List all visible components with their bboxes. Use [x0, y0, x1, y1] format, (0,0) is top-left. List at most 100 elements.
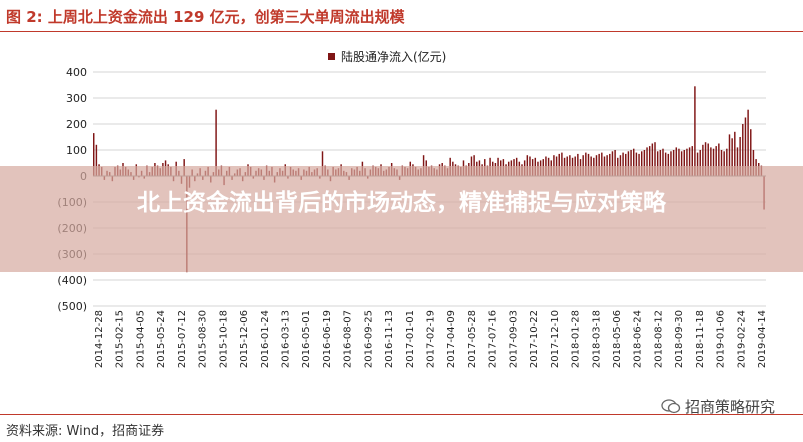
bar — [640, 151, 643, 176]
bar — [670, 151, 672, 176]
bar — [553, 155, 555, 176]
wechat-icon — [661, 399, 681, 414]
bar — [625, 153, 627, 176]
bar — [739, 137, 741, 176]
x-tick-label: 2018-09-30 — [674, 310, 685, 368]
x-tick-label: 2015-05-24 — [156, 310, 167, 368]
bar — [638, 153, 640, 176]
bar — [635, 152, 638, 176]
x-tick-label: 2016-06-19 — [322, 310, 333, 368]
y-tick-label: (500) — [57, 300, 87, 313]
x-tick-label: 2017-12-10 — [550, 310, 561, 368]
bar — [744, 117, 747, 176]
bar — [422, 155, 425, 176]
bar — [704, 142, 707, 176]
x-tick-label: 2018-08-12 — [653, 310, 664, 368]
bar — [710, 147, 712, 176]
x-tick-label: 2016-01-24 — [260, 310, 271, 368]
bar — [585, 152, 587, 176]
title-divider — [0, 31, 803, 32]
bar — [726, 148, 728, 176]
x-tick-label: 2016-11-13 — [384, 310, 395, 368]
bar — [215, 109, 217, 176]
bar — [747, 109, 749, 176]
x-tick-label: 2018-01-28 — [571, 310, 582, 368]
x-tick-label: 2016-09-25 — [363, 310, 374, 368]
bar — [654, 142, 656, 176]
bar — [752, 150, 755, 176]
x-tick-label: 2018-05-06 — [612, 310, 623, 368]
bar — [582, 155, 584, 176]
x-tick-label: 2018-03-18 — [591, 310, 602, 368]
x-tick-label: 2015-07-12 — [177, 310, 188, 368]
source-note: 资料来源: Wind，招商证券 — [6, 424, 165, 439]
x-tick-label: 2015-12-06 — [239, 310, 250, 368]
x-tick-label: 2018-11-18 — [695, 310, 706, 368]
x-tick-label: 2016-03-13 — [281, 310, 292, 368]
bar — [606, 155, 608, 176]
y-tick-label: 400 — [66, 66, 87, 79]
bar — [651, 143, 654, 176]
bar — [611, 151, 614, 176]
legend-swatch — [328, 53, 335, 60]
x-axis: 2014-12-28 2015-02-15 2015-04-05 2015-05-24… — [93, 175, 768, 368]
y-tick-label: 100 — [66, 144, 87, 157]
footer-divider — [0, 414, 803, 415]
bar — [750, 129, 752, 176]
bar — [742, 124, 744, 176]
figure-title: 图 2: 上周北上资金流出 129 亿元，创第三大单周流出规模 — [6, 8, 405, 26]
x-tick-label: 2016-05-01 — [301, 310, 312, 368]
bar — [587, 153, 590, 176]
bar — [569, 155, 571, 176]
bar — [577, 153, 579, 176]
bar — [696, 152, 699, 176]
bar — [614, 150, 616, 176]
bar — [93, 133, 95, 176]
bar — [723, 151, 725, 176]
bar — [731, 138, 733, 176]
bar — [321, 151, 324, 176]
x-tick-label: 2017-02-19 — [426, 310, 437, 368]
x-tick-label: 2019-04-14 — [757, 310, 768, 368]
bar — [601, 152, 603, 176]
x-tick-label: 2015-08-30 — [198, 310, 209, 368]
legend: 陆股通净流入(亿元) — [328, 49, 446, 64]
y-tick-label: (400) — [57, 274, 87, 287]
bar — [707, 143, 709, 176]
headline-text: 北上资金流出背后的市场动态，精准捕捉与应对策略 — [137, 190, 666, 216]
bar — [680, 151, 683, 176]
bar — [95, 144, 98, 176]
bar — [678, 148, 680, 176]
x-tick-label: 2017-07-16 — [488, 310, 499, 368]
x-tick-label: 2019-02-24 — [736, 310, 747, 368]
y-tick-label: 300 — [66, 92, 87, 105]
bar — [598, 153, 600, 176]
bar — [630, 150, 632, 176]
bar — [643, 150, 646, 176]
bar — [595, 155, 598, 176]
bar — [561, 152, 563, 176]
bar — [662, 148, 664, 176]
bar — [633, 148, 635, 176]
bar — [702, 144, 704, 176]
bar — [699, 150, 701, 176]
bar — [664, 152, 667, 176]
legend-label: 陆股通净流入(亿元) — [341, 49, 446, 64]
bar — [609, 153, 611, 176]
bar — [736, 147, 739, 176]
x-tick-label: 2017-01-01 — [405, 310, 416, 368]
x-tick-label: 2018-06-24 — [633, 310, 644, 368]
watermark: 招商策略研究 — [661, 396, 775, 417]
x-tick-label: 2014-12-28 — [94, 310, 105, 368]
bar — [619, 155, 622, 176]
bar — [526, 155, 529, 176]
x-tick-label: 2015-02-15 — [115, 310, 126, 368]
x-tick-label: 2019-01-06 — [716, 310, 727, 368]
bar — [715, 146, 717, 176]
bar — [656, 151, 659, 176]
bar — [683, 150, 685, 176]
bar — [718, 143, 720, 176]
bar — [694, 86, 696, 176]
bar — [672, 150, 675, 176]
bar — [686, 148, 688, 176]
